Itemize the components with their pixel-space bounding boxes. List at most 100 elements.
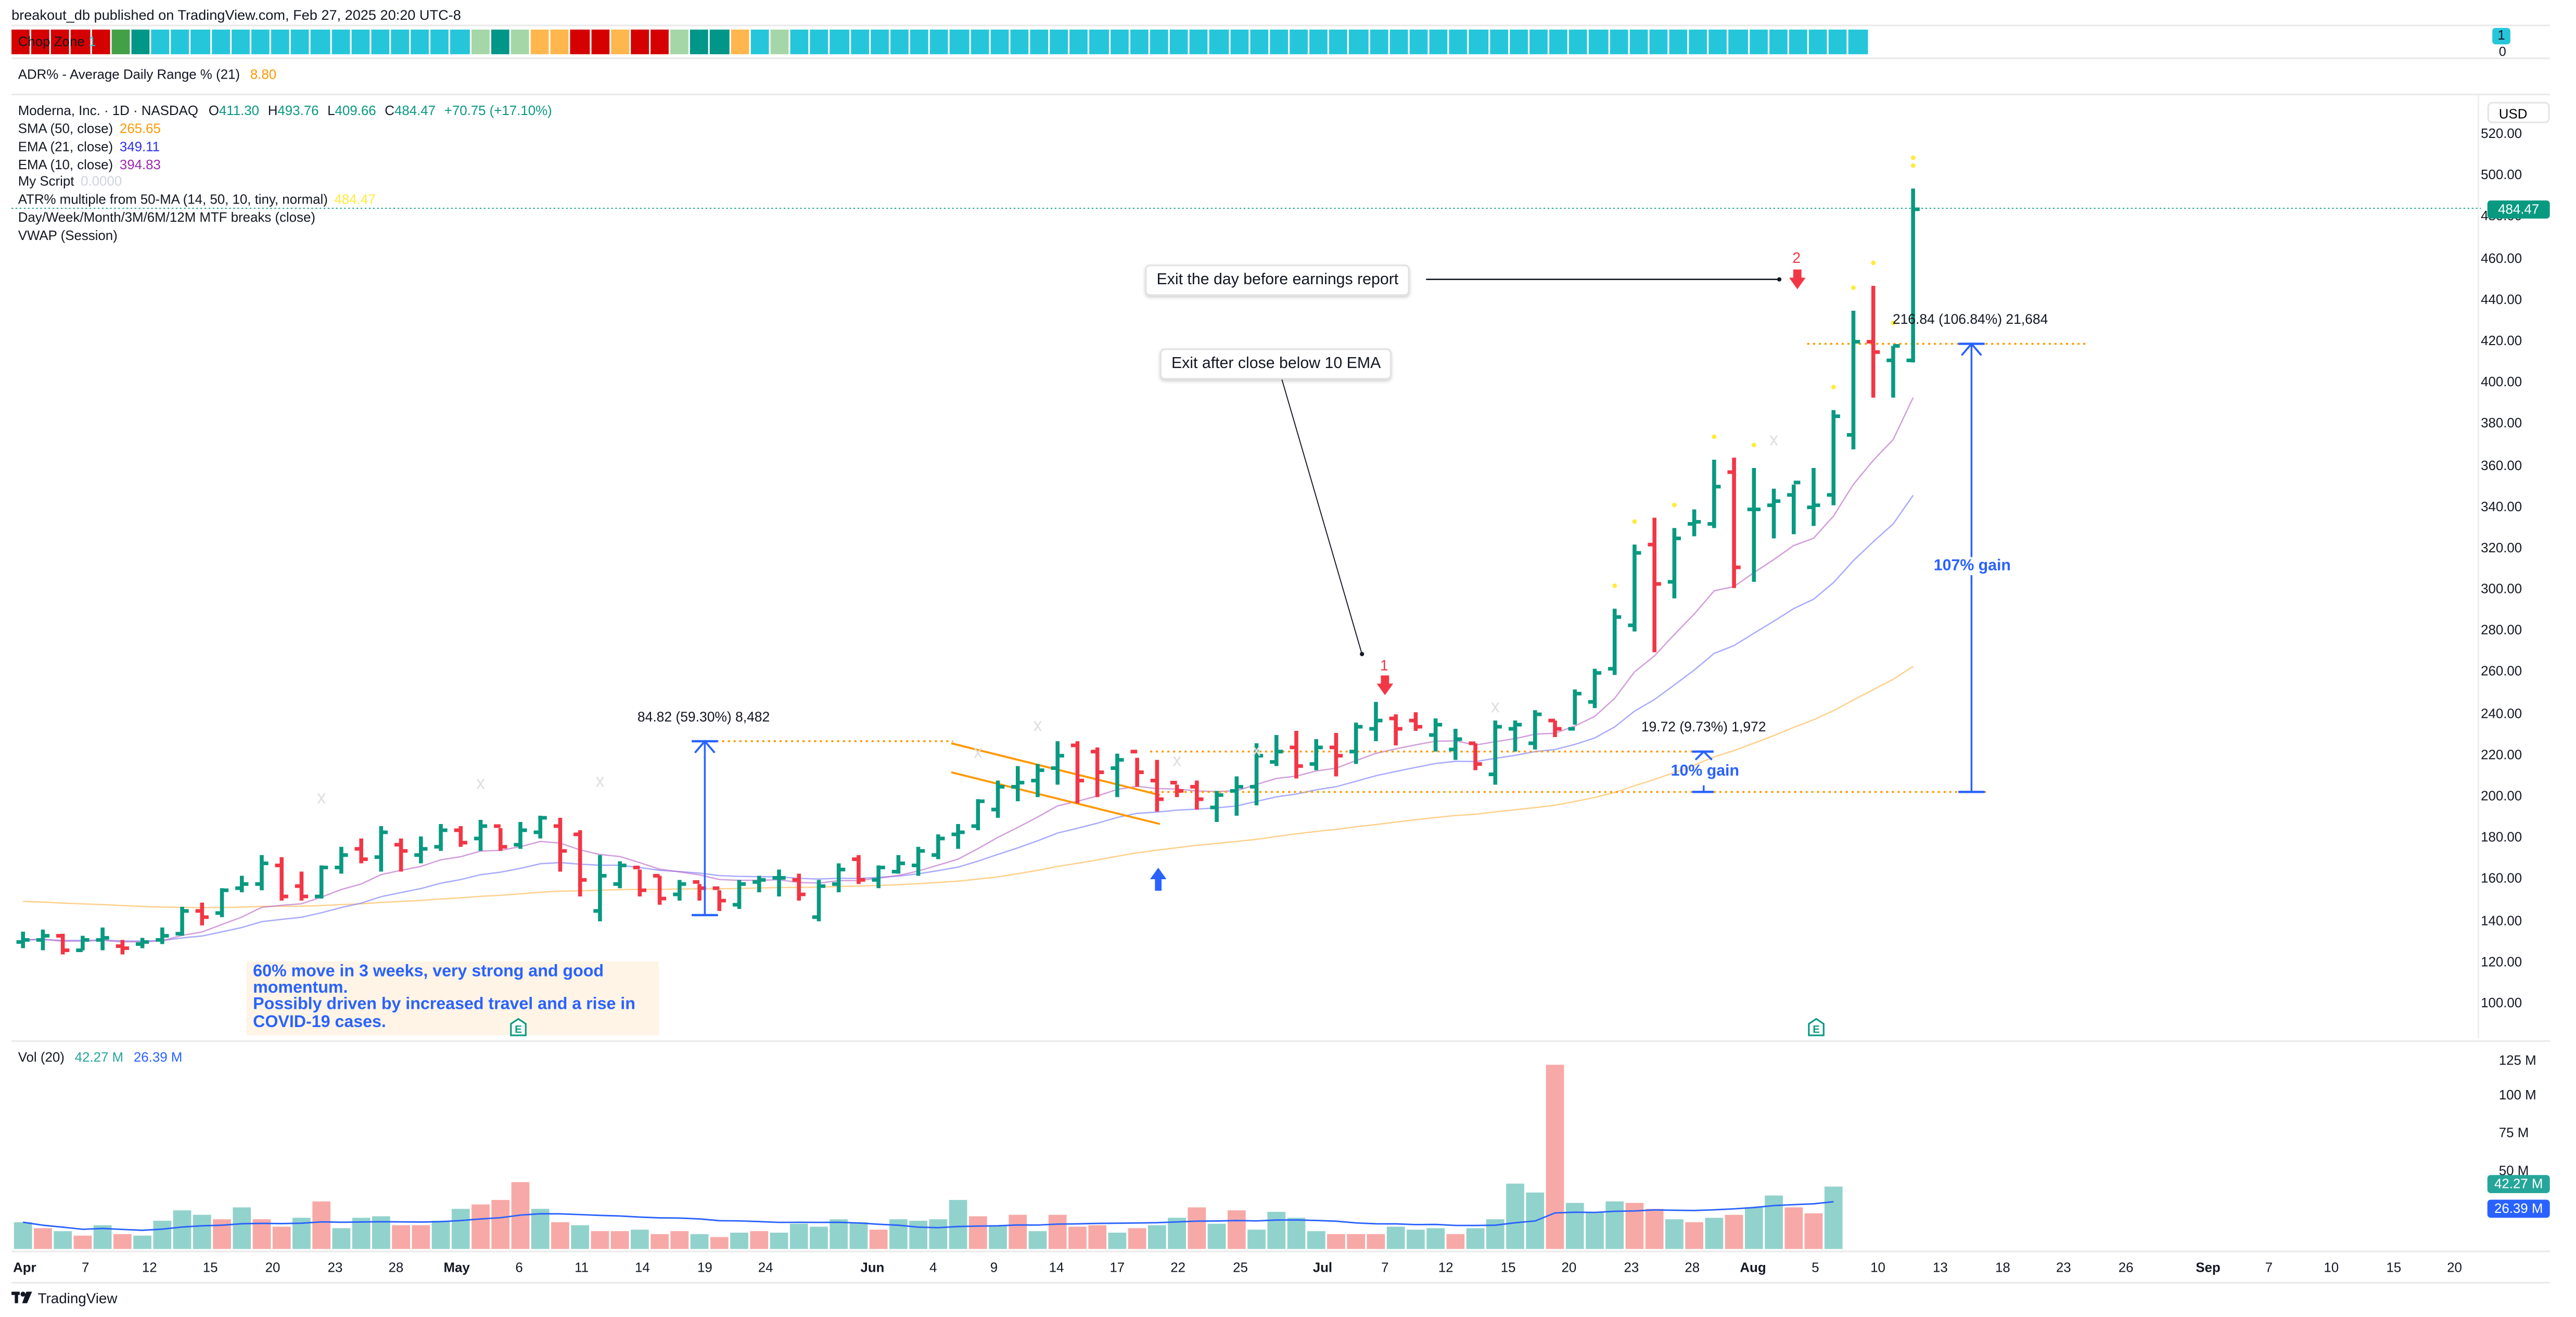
chop-zone-cell xyxy=(1449,29,1470,55)
mtf-break-x-icon xyxy=(1034,720,1042,731)
time-axis-tick: 23 xyxy=(1624,1260,1639,1275)
volume-bar xyxy=(1685,1222,1703,1249)
close-label: C xyxy=(385,103,394,119)
adr-legend[interactable]: ADR% - Average Daily Range % (21) 8.80 xyxy=(18,67,276,82)
footer-brand[interactable]: TradingView xyxy=(11,1290,117,1307)
indicator-legend[interactable]: ATR% multiple from 50-MA (14, 50, 10, ti… xyxy=(18,193,376,207)
time-axis-tick: 19 xyxy=(697,1260,712,1275)
time-axis-tick: 12 xyxy=(1438,1260,1453,1275)
time-axis-tick: May xyxy=(443,1260,470,1275)
chop-zone-cell xyxy=(1269,29,1290,55)
chop-zone-cell xyxy=(810,29,831,55)
chop-zone-cell xyxy=(111,29,132,55)
tradingview-logo-icon xyxy=(11,1291,32,1303)
price-axis-tick: 100.00 xyxy=(2481,996,2522,1011)
chop-zone-cell xyxy=(231,29,251,55)
price-axis-tick: 380.00 xyxy=(2481,416,2522,432)
callout-exit-earnings[interactable]: Exit the day before earnings report xyxy=(1145,264,1410,296)
pane-divider xyxy=(11,1282,2550,1284)
volume-bar xyxy=(830,1219,848,1249)
ema-21-line xyxy=(23,495,1914,942)
indicator-legend[interactable]: My Script 0.0000 xyxy=(18,175,122,189)
volume-bar xyxy=(1546,1065,1564,1249)
time-axis-tick: 12 xyxy=(142,1260,157,1275)
chop-zone-cell xyxy=(610,29,631,55)
price-axis-tick: 340.00 xyxy=(2481,499,2522,514)
volume-bar xyxy=(889,1219,908,1249)
volume-bar xyxy=(1625,1202,1644,1249)
chop-zone-legend[interactable]: Chop Zone 1 xyxy=(18,34,96,49)
indicator-legend[interactable]: SMA (50, close) 265.65 xyxy=(18,122,161,136)
time-axis-tick: 23 xyxy=(2056,1260,2071,1275)
price-axis-divider xyxy=(2477,95,2479,1039)
volume-axis-tick: 125 M xyxy=(2498,1053,2536,1069)
volume-bar xyxy=(909,1221,927,1249)
time-axis-tick: 17 xyxy=(1110,1260,1125,1275)
indicator-name: SMA (50, close) xyxy=(18,121,113,137)
chop-zone-cell xyxy=(1369,29,1390,55)
time-axis-tick: 7 xyxy=(81,1260,90,1275)
last-price-badge: 484.47 xyxy=(2487,200,2550,219)
earnings-icon[interactable]: E xyxy=(509,1016,528,1036)
volume-legend[interactable]: Vol (20) 42.27 M 26.39 M xyxy=(18,1050,183,1065)
earnings-icon[interactable]: E xyxy=(1807,1016,1826,1036)
atr-signal-dot xyxy=(1871,260,1876,265)
volume-bar xyxy=(591,1231,609,1249)
volume-bar xyxy=(1586,1211,1604,1249)
volume-bar xyxy=(1227,1210,1246,1249)
price-axis-tick: 400.00 xyxy=(2481,375,2522,390)
price-axis-tick: 500.00 xyxy=(2481,168,2522,183)
time-axis-tick: 20 xyxy=(1561,1260,1577,1275)
time-axis-tick: 10 xyxy=(2324,1260,2339,1275)
adr-label: ADR% - Average Daily Range % (21) xyxy=(18,67,240,82)
chop-zone-cell xyxy=(530,29,551,55)
mtf-break-x-icon xyxy=(974,748,982,758)
currency-button[interactable]: USD xyxy=(2487,102,2550,123)
chop-zone-cell xyxy=(1749,29,1769,55)
chop-zone-cell xyxy=(151,29,172,55)
indicator-legend[interactable]: EMA (21, close) 349.11 xyxy=(18,140,160,154)
chop-zone-cell xyxy=(630,29,651,55)
price-axis-tick: 320.00 xyxy=(2481,540,2522,555)
mtf-break-x-icon xyxy=(1770,435,1778,446)
chop-zone-cell xyxy=(451,29,471,55)
indicator-legend[interactable]: VWAP (Session) xyxy=(18,228,118,243)
chop-zone-cell xyxy=(1130,29,1150,55)
indicator-legend[interactable]: Day/Week/Month/3M/6M/12M MTF breaks (clo… xyxy=(18,210,315,225)
volume-bar xyxy=(1824,1186,1843,1249)
gain-label-10pct: 10% gain xyxy=(1670,762,1739,781)
callout-exit-10ema[interactable]: Exit after close below 10 EMA xyxy=(1159,348,1393,380)
chop-zone-cell xyxy=(1290,29,1310,55)
indicator-legend[interactable]: EMA (10, close) 394.83 xyxy=(18,157,161,172)
volume-bar xyxy=(849,1222,868,1249)
channel-lower-line xyxy=(951,771,1161,825)
exit-marker-2-label: 2 xyxy=(1792,249,1801,267)
time-axis-tick: 28 xyxy=(1685,1260,1700,1275)
change-value: +70.75 (+17.10%) xyxy=(444,103,552,119)
chop-zone-cell xyxy=(890,29,911,55)
volume-bar xyxy=(968,1216,987,1249)
volume-bar xyxy=(750,1231,769,1249)
volume-bar xyxy=(153,1221,172,1249)
chop-zone-cell xyxy=(830,29,850,55)
volume-bar xyxy=(1168,1218,1186,1249)
volume-bar xyxy=(929,1219,948,1249)
chop-zone-value: 1 xyxy=(88,34,96,49)
indicator-name: EMA (21, close) xyxy=(18,139,113,155)
volume-bar xyxy=(1744,1207,1763,1249)
chop-zone-cell xyxy=(570,29,591,55)
symbol-legend[interactable]: Moderna, Inc. · 1D · NASDAQ O411.30 H493… xyxy=(18,104,552,118)
volume-bar xyxy=(352,1218,371,1249)
analysis-note[interactable]: 60% move in 3 weeks, very strong and goo… xyxy=(246,961,659,1035)
chop-zone-cell xyxy=(710,29,731,55)
chop-zone-cell xyxy=(171,29,192,55)
volume-bar xyxy=(631,1230,649,1249)
callout-ema-connector xyxy=(1281,377,1363,654)
volume-bar xyxy=(1207,1223,1226,1249)
chop-zone-cell xyxy=(551,29,571,55)
chop-zone-cell xyxy=(670,29,691,55)
volume-bar xyxy=(1665,1219,1684,1249)
chop-zone-cell xyxy=(1429,29,1450,55)
mtf-break-x-icon xyxy=(1173,756,1181,767)
